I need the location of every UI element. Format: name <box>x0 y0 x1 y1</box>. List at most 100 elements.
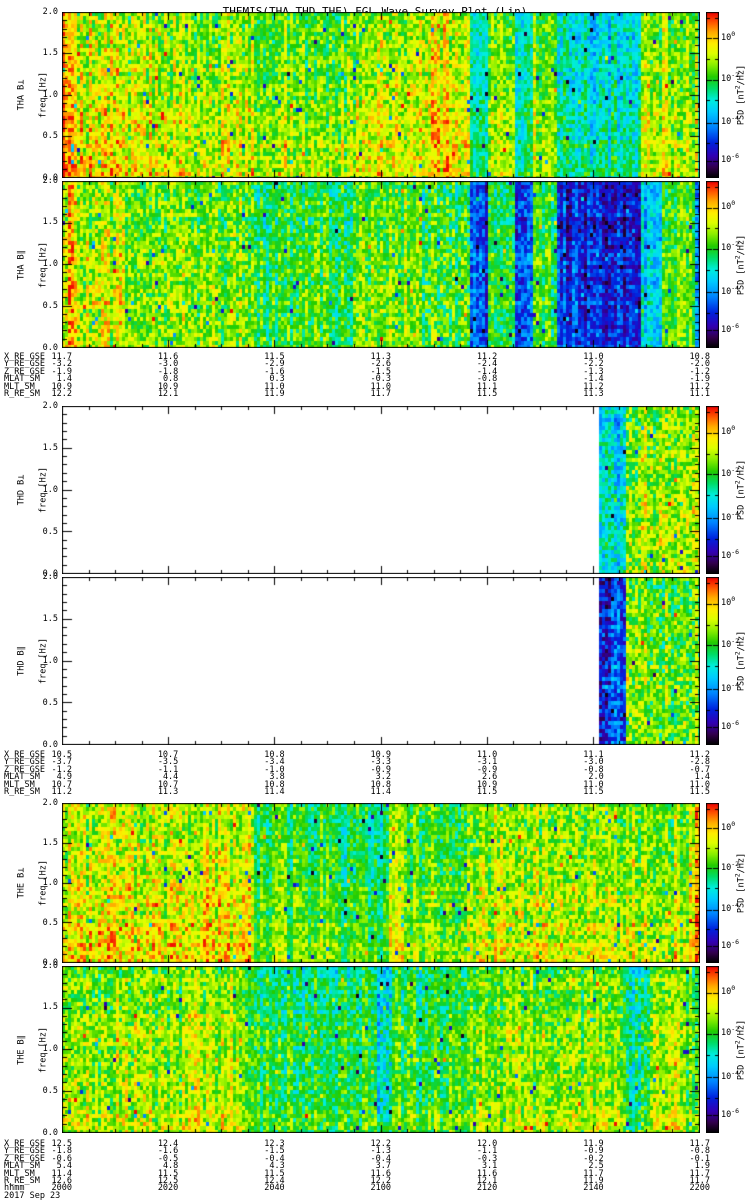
colorbar-panel-1 <box>706 181 719 348</box>
ephemeris-value: 11.7 <box>689 1176 710 1186</box>
panel-title-panel-5-text: THE B∥ <box>16 1034 27 1065</box>
colorbar-tick-exp: -2 <box>731 466 740 475</box>
psd-colorbar-label-panel-1-text: PSD [nT <box>736 258 747 295</box>
ephemeris-row-label: MLT_SM <box>4 381 35 392</box>
psd-colorbar-label-panel-3-text: /Hz] <box>736 630 747 652</box>
ephemeris-row-label: Z_RE_GSE <box>4 1153 45 1164</box>
ephemeris-value: 11.5 <box>689 787 710 797</box>
ephemeris-row-label: MLAT_SM <box>4 374 40 385</box>
ephemeris-value: 10.7 <box>157 779 179 790</box>
ephemeris-value: 11.7 <box>51 352 72 362</box>
spectrogram-panel-2 <box>62 406 700 574</box>
ephemeris-value: -3.2 <box>51 359 72 370</box>
colorbar-tick-label: 100 <box>721 425 735 437</box>
psd-colorbar-label-panel-3: PSD [nT2/Hz] <box>734 630 747 691</box>
colorbar-tick-base: 10 <box>721 822 732 833</box>
ephemeris-value: 12.6 <box>51 1176 72 1186</box>
ephemeris-value: 11.7 <box>689 1168 710 1179</box>
ephemeris-value: -2.2 <box>583 359 604 370</box>
colorbar-tick-base: 10 <box>721 862 732 873</box>
ephemeris-value: 1.9 <box>694 1161 710 1172</box>
colorbar-tick-base: 10 <box>721 1028 732 1039</box>
colorbar-tick-exp: -2 <box>731 240 740 249</box>
ephemeris-value: 11.7 <box>583 1168 604 1179</box>
ephemeris-value: -1.0 <box>264 764 285 775</box>
ephemeris-value: 11.3 <box>583 389 604 399</box>
colorbar-tick-exp: -4 <box>731 509 740 518</box>
spectrogram-panel-4 <box>62 803 700 963</box>
ephemeris-value: -0.8 <box>583 764 604 775</box>
ephemeris-value: 11.7 <box>370 389 391 399</box>
ephemeris-value: -3.4 <box>264 757 285 768</box>
ephemeris-value: 10.8 <box>264 750 285 760</box>
freq-tick-label: 0.5 <box>42 131 58 141</box>
colorbar-tick-base: 10 <box>721 1110 732 1121</box>
freq-tick-label: 1.0 <box>42 655 58 666</box>
panel-title-panel-2: THD B⊥ <box>17 475 27 506</box>
colorbar-tick-label: 10-4 <box>721 510 739 523</box>
psd-colorbar-label-panel-0: PSD [nT2/Hz] <box>734 65 747 126</box>
colorbar-tick-base: 10 <box>721 722 732 733</box>
freq-tick-label: 2.0 <box>42 175 58 186</box>
ephemeris-value: 11.0 <box>370 381 391 392</box>
ephemeris-value: 3.1 <box>481 1161 498 1172</box>
psd-colorbar-label-panel-2-text: /Hz] <box>736 459 747 481</box>
colorbar-tick-base: 10 <box>721 683 732 694</box>
ephemeris-value: 10.5 <box>51 750 72 760</box>
ephemeris-value: 12.5 <box>51 1139 72 1149</box>
colorbar-tick-label: 10-6 <box>721 549 739 561</box>
colorbar-tick-label: 10-2 <box>721 467 739 479</box>
colorbar-tick-label: 10-2 <box>721 638 739 650</box>
ephemeris-value: 2.5 <box>588 1161 604 1172</box>
freq-tick-label: 2.0 <box>42 6 58 17</box>
freq-axis-label-panel-0-text: freq [Hz] <box>38 71 49 119</box>
ephemeris-value: 11.5 <box>583 787 604 797</box>
ephemeris-value: 12.2 <box>51 389 72 399</box>
colorbar-tick-exp: 0 <box>731 983 736 992</box>
colorbar-tick-exp: -4 <box>731 284 740 293</box>
ephemeris-value: 11.1 <box>476 381 498 392</box>
panel-title-panel-0: THA B⊥ <box>17 80 27 111</box>
ephemeris-value: -1.1 <box>157 764 179 775</box>
colorbar-tick-base: 10 <box>721 597 732 608</box>
freq-tick-label: 0.0 <box>42 739 58 750</box>
ephemeris-value: -1.9 <box>51 366 72 377</box>
ephemeris-value: 10.8 <box>370 779 391 790</box>
ephemeris-value: -1.5 <box>370 366 391 377</box>
freq-tick-label: 0.0 <box>42 957 58 968</box>
ephemeris-value: 12.4 <box>264 1176 285 1186</box>
ephemeris-value: -1.3 <box>370 1146 391 1157</box>
colorbar-tick-base: 10 <box>721 986 732 997</box>
ephemeris-value: 11.6 <box>370 1168 391 1179</box>
colorbar-tick-base: 10 <box>721 904 732 915</box>
colorbar-tick-label: 100 <box>721 200 735 212</box>
colorbar-panel-2 <box>706 406 719 574</box>
ephemeris-value: 4.4 <box>162 772 179 783</box>
ephemeris-value: 1.4 <box>56 374 72 385</box>
ephemeris-value: -1.8 <box>51 1146 72 1157</box>
ephemeris-value: 11.6 <box>476 1168 498 1179</box>
ephemeris-value: -0.6 <box>51 1153 72 1164</box>
panel-title-panel-4: THE B⊥ <box>17 868 27 899</box>
ephemeris-value: -1.8 <box>157 366 179 377</box>
ephemeris-value: 12.4 <box>157 1139 179 1149</box>
ephemeris-row-label: X_RE_GSE <box>4 1139 45 1149</box>
ephemeris-value: 11.4 <box>370 787 391 797</box>
colorbar-tick-exp: -4 <box>731 901 740 910</box>
ephemeris-value: 11.1 <box>583 750 604 760</box>
spectrogram-panel-3 <box>62 577 700 745</box>
ephemeris-row-label: R_RE_SM <box>4 389 40 399</box>
psd-colorbar-label-panel-0-text: PSD [nT <box>736 89 747 126</box>
freq-axis-label-panel-4-text: freq [Hz] <box>38 859 49 907</box>
ephemeris-value: 11.0 <box>583 352 604 362</box>
ephemeris-value: -1.6 <box>264 366 285 377</box>
psd-colorbar-label-panel-5-text: /Hz] <box>736 1019 747 1040</box>
ephemeris-value: -3.5 <box>157 757 179 768</box>
freq-axis-label-panel-3: freq [Hz] <box>39 638 49 684</box>
psd-colorbar-label-panel-1: PSD [nT2/Hz] <box>734 234 747 295</box>
ephemeris-value: -0.3 <box>476 1153 498 1164</box>
freq-tick-label: 2.0 <box>42 400 58 411</box>
ephemeris-value: 11.9 <box>583 1176 604 1186</box>
ephemeris-value: 2.0 <box>588 772 604 783</box>
